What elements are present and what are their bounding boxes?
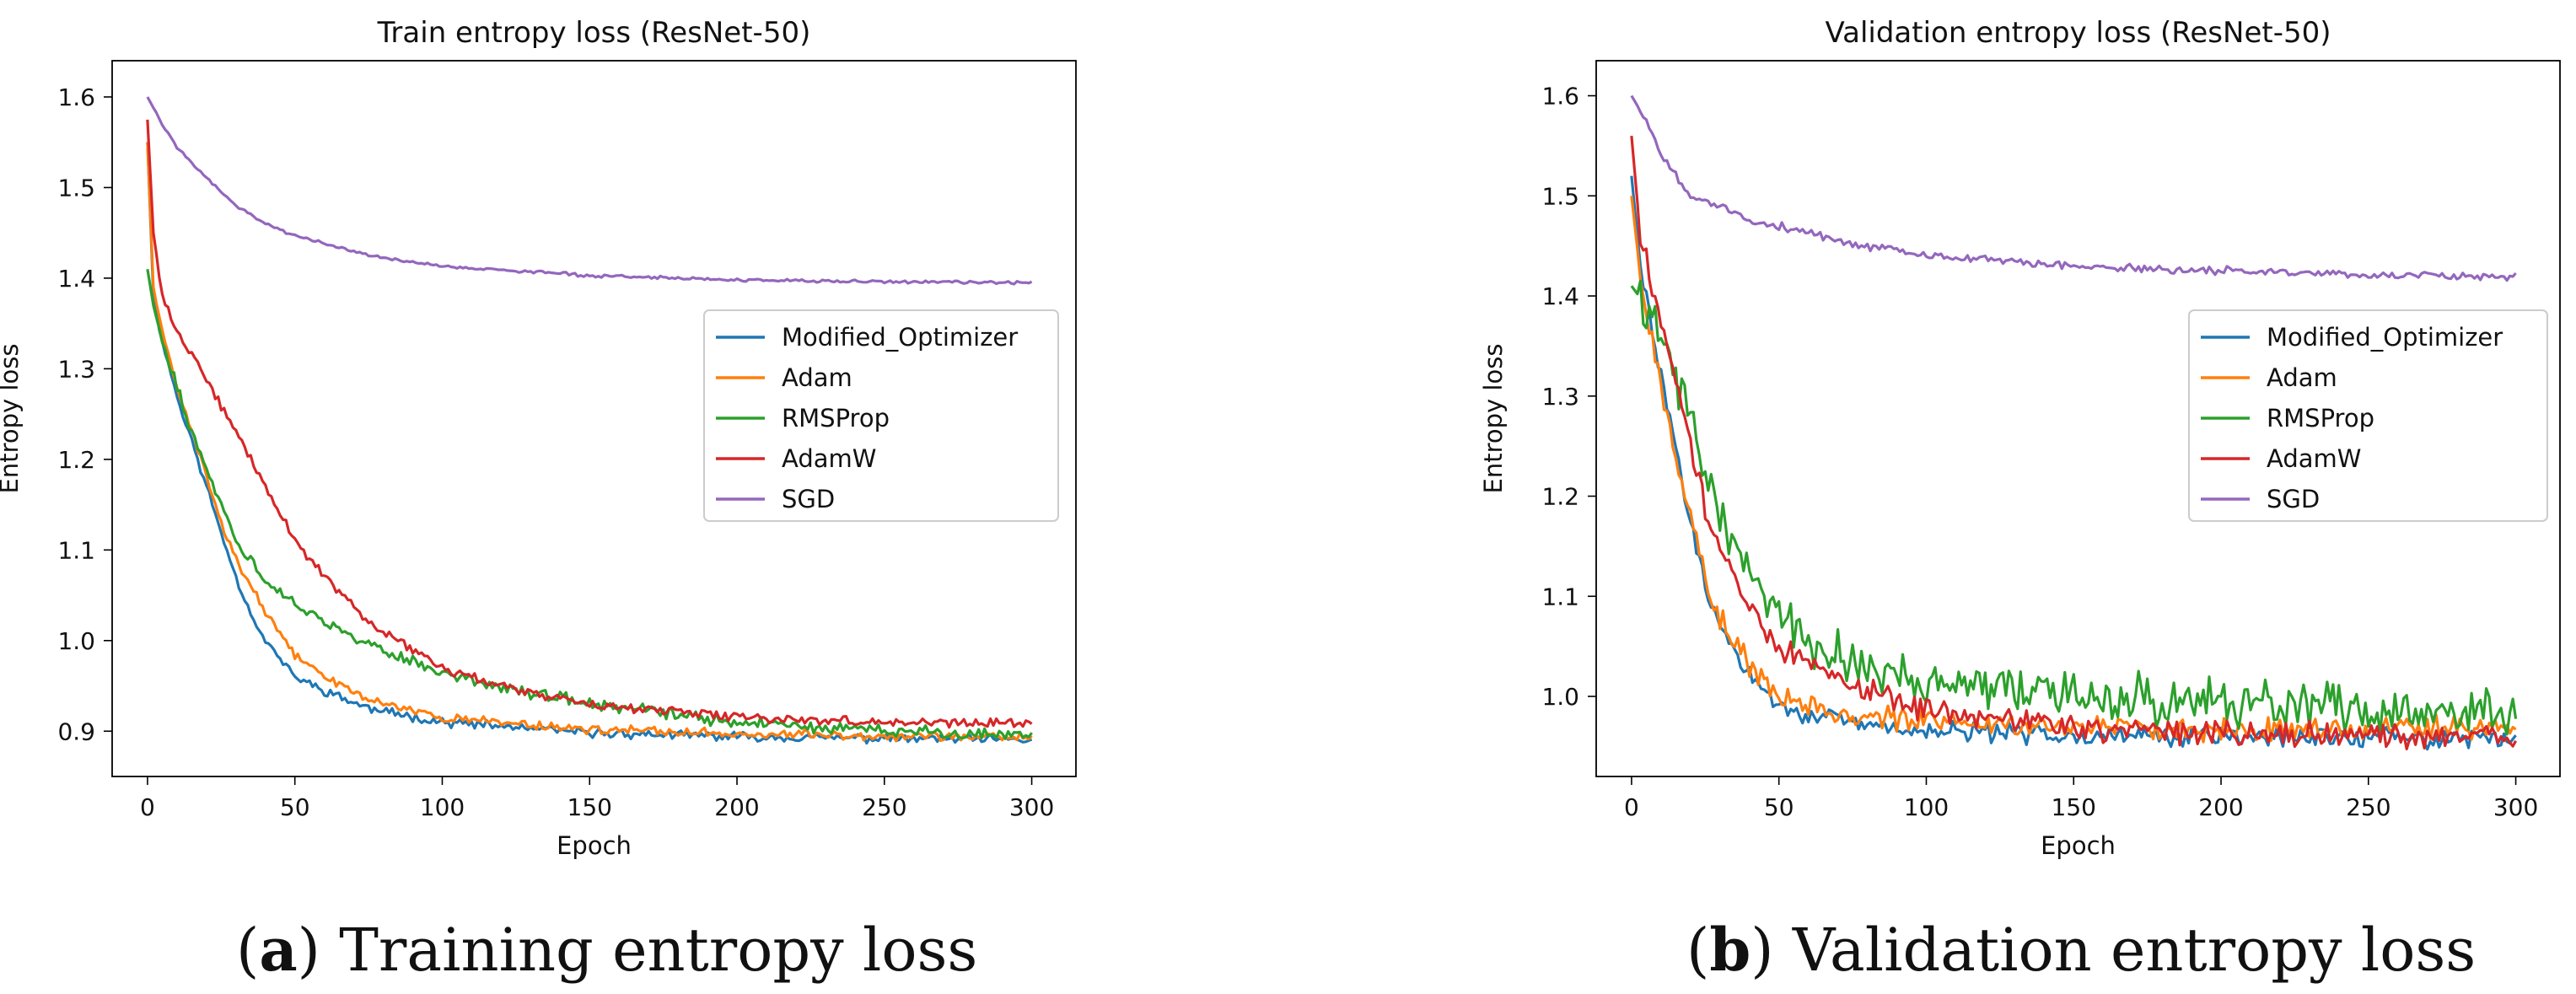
legend-label-0: Modified_Optimizer (782, 323, 1018, 352)
series-line-3 (146, 119, 1033, 729)
series-line-4 (146, 96, 1033, 286)
legend: Modified_Optimizer Adam RMSProp AdamW SGD (2188, 309, 2548, 522)
y-tick-label-1: 1.0 (57, 627, 95, 655)
plot-frame (111, 60, 1077, 777)
x-tick-label-0: 0 (140, 793, 155, 821)
caption-b: (b) Validation entropy loss (1686, 915, 2477, 985)
x-tick-label-3: 150 (2052, 793, 2096, 821)
y-axis-label: Entropy loss (1479, 344, 1508, 494)
caption-b-text: Validation entropy loss (1792, 916, 2477, 985)
y-tick-label-1: 1.1 (1541, 583, 1579, 610)
legend-box (703, 309, 1059, 522)
caption-a: (a) Training entropy loss (236, 915, 978, 985)
y-tick-label-0: 0.9 (57, 717, 95, 745)
x-tick-label-0: 0 (1624, 793, 1639, 821)
y-tick-label-2: 1.1 (57, 536, 95, 564)
series-line-2 (146, 268, 1033, 740)
chart-title: Train entropy loss (ResNet-50) (377, 16, 811, 50)
legend: Modified_Optimizer Adam RMSProp AdamW SGD (703, 309, 1059, 522)
series-line-2 (1630, 279, 2518, 736)
x-tick-label-4: 200 (714, 793, 759, 821)
series-line-0 (146, 142, 1033, 745)
series-line-3 (1630, 135, 2518, 750)
panel-b-validation-loss: 0 50 100 150 200 250 300 1.0 1.1 1.2 1.3 1.4 1.5 1.6 V… (1479, 16, 2561, 860)
y-tick-label-6: 1.6 (1541, 83, 1579, 110)
series-line-4 (1630, 94, 2517, 282)
x-tick-label-1: 50 (1764, 793, 1794, 821)
x-tick-label-6: 300 (2493, 793, 2538, 821)
y-tick-label-4: 1.3 (57, 355, 95, 383)
series-line-0 (1630, 175, 2517, 751)
caption-a-label: a (259, 915, 298, 985)
legend-label-4: SGD (782, 485, 835, 513)
y-tick-label-5: 1.5 (1541, 182, 1579, 210)
x-axis-label: Epoch (2041, 831, 2116, 860)
legend-label-0: Modified_Optimizer (2267, 323, 2503, 352)
plot-frame (1595, 60, 2561, 777)
x-tick-label-5: 250 (862, 793, 906, 821)
y-axis-label: Entropy loss (0, 344, 24, 494)
legend-label-1: Adam (2267, 363, 2337, 392)
x-tick-label-4: 200 (2198, 793, 2243, 821)
legend-label-3: AdamW (782, 444, 876, 473)
legend-box (2188, 309, 2548, 522)
y-tick-label-3: 1.3 (1541, 383, 1579, 411)
caption-b-label: b (1709, 915, 1751, 985)
y-tick-label-5: 1.4 (57, 265, 95, 293)
x-tick-label-6: 300 (1009, 793, 1054, 821)
panel-a-train-loss: 0 50 100 150 200 250 300 0.9 1.0 1.1 1.2 1.3 1.4 1.5 1… (0, 16, 1077, 860)
legend-label-2: RMSProp (2267, 404, 2374, 433)
x-axis-label: Epoch (557, 831, 632, 860)
y-tick-label-4: 1.4 (1541, 282, 1579, 310)
x-tick-label-2: 100 (420, 793, 465, 821)
legend-label-4: SGD (2267, 485, 2320, 513)
chart-title: Validation entropy loss (ResNet-50) (1826, 16, 2331, 50)
caption-a-text: Training entropy loss (339, 916, 978, 985)
legend-label-2: RMSProp (782, 404, 890, 433)
y-tick-label-7: 1.6 (57, 83, 95, 111)
y-tick-label-2: 1.2 (1541, 483, 1579, 511)
x-tick-label-5: 250 (2346, 793, 2390, 821)
x-tick-label-2: 100 (1904, 793, 1949, 821)
x-tick-label-3: 150 (567, 793, 612, 821)
legend-label-3: AdamW (2267, 444, 2361, 473)
x-tick-label-1: 50 (280, 793, 310, 821)
series-line-1 (146, 142, 1033, 743)
y-tick-label-6: 1.5 (57, 174, 95, 201)
legend-label-1: Adam (782, 363, 852, 392)
y-tick-label-0: 1.0 (1541, 683, 1579, 711)
y-tick-label-3: 1.2 (57, 446, 95, 474)
